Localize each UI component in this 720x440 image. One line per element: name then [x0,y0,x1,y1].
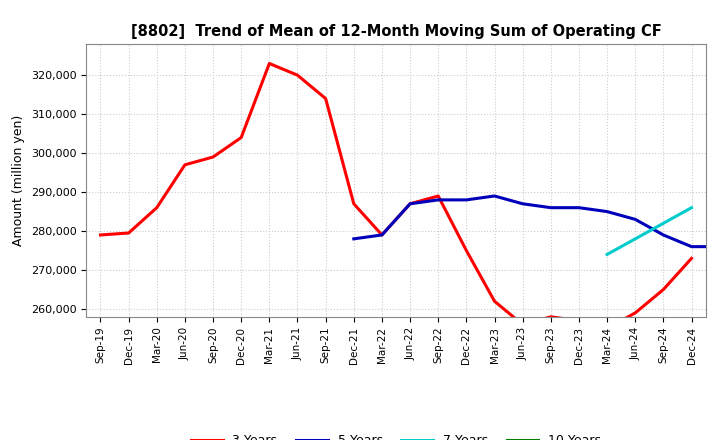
Title: [8802]  Trend of Mean of 12-Month Moving Sum of Operating CF: [8802] Trend of Mean of 12-Month Moving … [130,24,662,39]
Legend: 3 Years, 5 Years, 7 Years, 10 Years: 3 Years, 5 Years, 7 Years, 10 Years [186,429,606,440]
Y-axis label: Amount (million yen): Amount (million yen) [12,115,25,246]
